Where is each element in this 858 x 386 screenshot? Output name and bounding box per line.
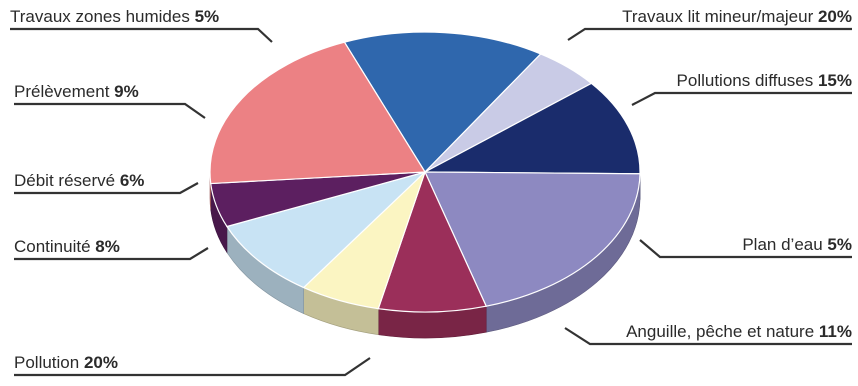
slice-label-value: 9% (114, 82, 139, 101)
slice-pollution (424, 171, 641, 307)
pie-depth (209, 171, 641, 339)
slice-label-value: 20% (84, 353, 118, 372)
slice-labels: Pollutions diffuses 15% Plan d’eau 5% Angu… (10, 7, 852, 372)
leader-line-plan-d-eau (639, 239, 852, 259)
leader-line-travaux-zones-humides (10, 27, 273, 43)
slice-label-anguille-peche-et-nature: Anguille, pêche et nature 11% (626, 322, 852, 341)
slice-label-travaux-zones-humides: Travaux zones humides 5% (10, 7, 219, 26)
slice-label-continuite: Continuité 8% (14, 237, 120, 256)
slice-label-name: Anguille, pêche et nature (626, 322, 819, 341)
slice-label-value: 20% (818, 7, 852, 26)
leader-lines (10, 27, 852, 377)
slice-label-value: 5% (827, 235, 852, 254)
leader-line-pollutions-diffuses (631, 91, 852, 106)
slice-label-travaux-lit-mineur-majeur: Travaux lit mineur/majeur 20% (622, 7, 852, 26)
leader-line-travaux-lit-mineur-majeur (567, 27, 852, 41)
slice-label-name: Prélèvement (14, 82, 114, 101)
leader-line-pollution (14, 357, 371, 377)
slice-label-name: Travaux zones humides (10, 7, 195, 26)
slice-label-value: 5% (195, 7, 220, 26)
slice-label-pollutions-diffuses: Pollutions diffuses 15% (677, 71, 852, 90)
leader-line-continuite (14, 247, 209, 261)
slice-prelevement (226, 171, 426, 289)
slice-label-name: Continuité (14, 237, 95, 256)
slice-label-name: Pollutions diffuses (677, 71, 818, 90)
slice-continuite (377, 170, 488, 313)
slice-label-value: 15% (818, 71, 852, 90)
leader-line-debit-reserve (14, 182, 199, 195)
slice-label-name: Débit réservé (14, 171, 120, 190)
slice-anguille-peche-et-nature (424, 82, 641, 175)
slice-label-name: Pollution (14, 353, 84, 372)
slice-label-value: 6% (120, 171, 145, 190)
slice-travaux-lit-mineur-majeur (209, 41, 427, 185)
slice-label-value: 8% (95, 237, 120, 256)
slice-label-name: Plan d’eau (742, 235, 827, 254)
slice-label-pollution: Pollution 20% (14, 353, 118, 372)
slice-label-plan-d-eau: Plan d’eau 5% (742, 235, 852, 254)
slice-pollutions-diffuses (343, 31, 542, 173)
slice-label-name: Travaux lit mineur/majeur (622, 7, 818, 26)
leader-line-anguille-peche-et-nature (564, 327, 852, 346)
pie-slices (209, 31, 641, 313)
slice-label-value: 11% (819, 322, 852, 341)
leader-line-prelevement (14, 102, 206, 119)
slice-label-debit-reserve: Débit réservé 6% (14, 171, 144, 190)
slice-label-prelevement: Prélèvement 9% (14, 82, 139, 101)
